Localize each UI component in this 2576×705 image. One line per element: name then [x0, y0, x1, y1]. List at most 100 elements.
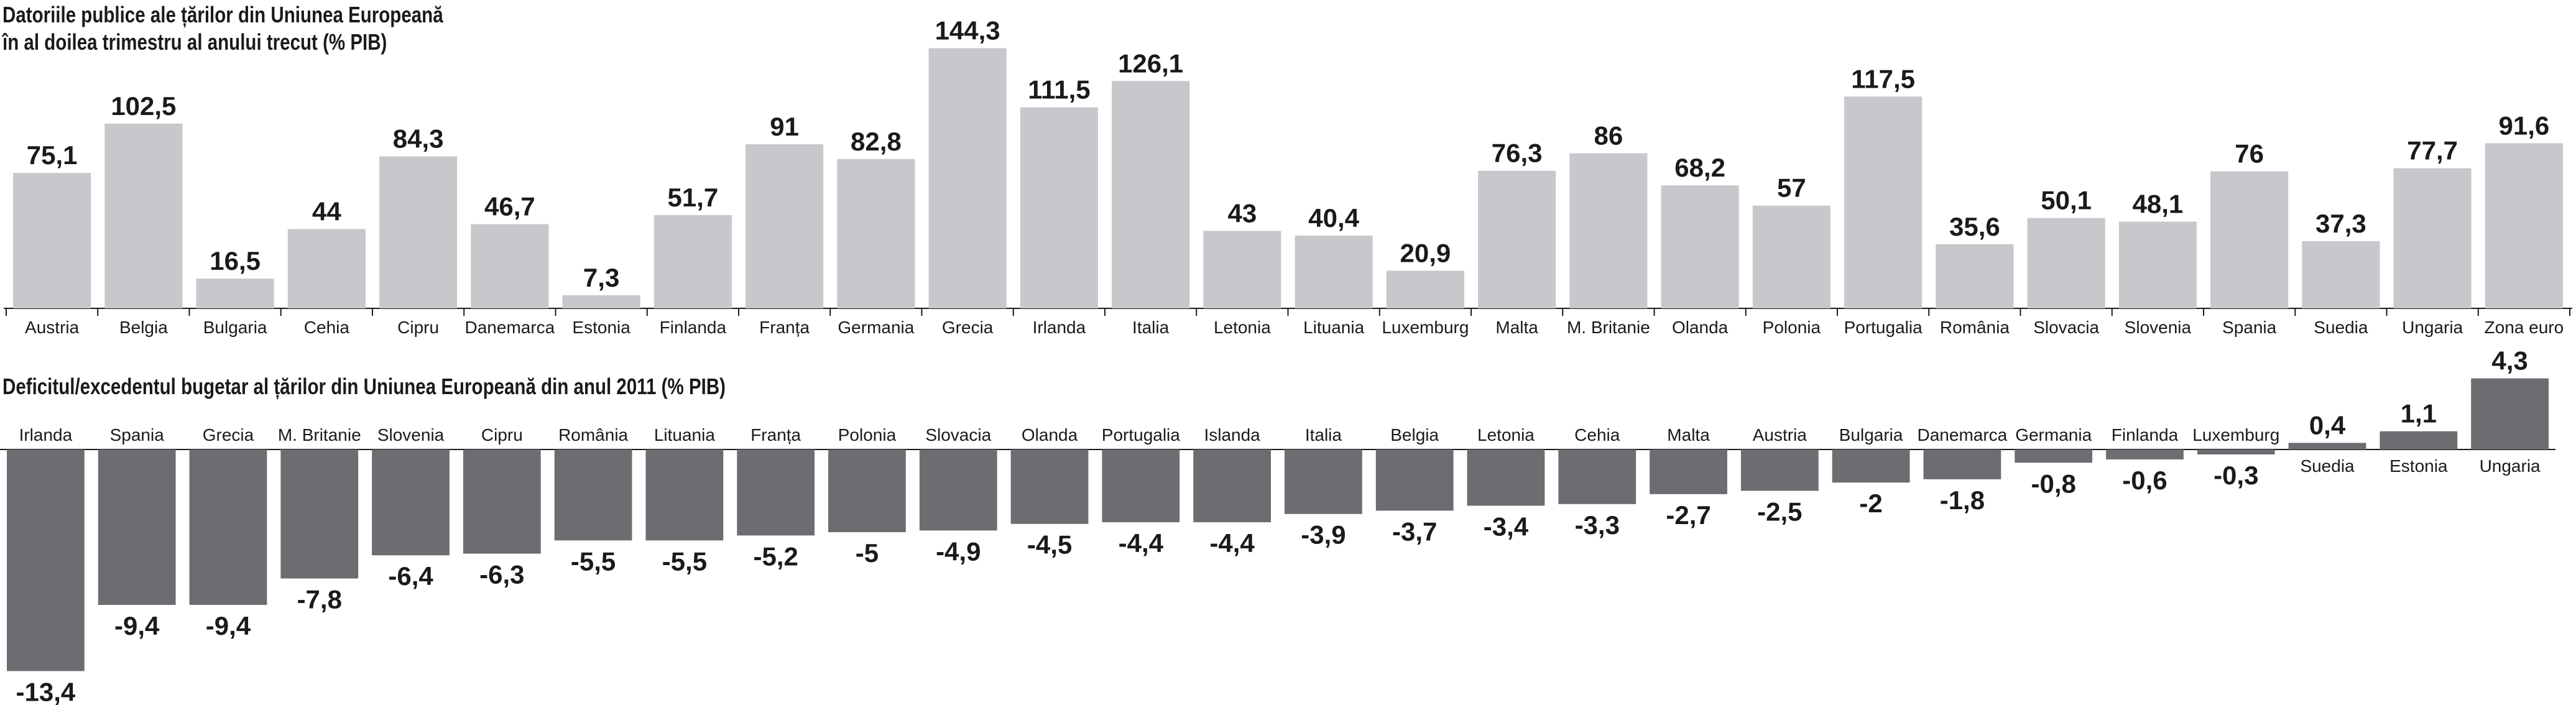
- debt-value-label-portugalia: 117,5: [1851, 64, 1915, 93]
- deficit-bar-romania: [554, 449, 632, 541]
- deficit-value-label-islanda: -4,4: [1209, 528, 1255, 558]
- debt-bar-chart: 75,1 Austria 102,5 Belgia 16,5 Bulgaria 44 Cehi…: [4, 16, 2572, 337]
- deficit-value-label-bulgaria: -2: [1859, 489, 1882, 518]
- debt-value-label-polonia: 57: [1777, 173, 1806, 203]
- deficit-value-label-austria: -2,5: [1757, 497, 1802, 527]
- debt-bar-finlanda: [653, 215, 732, 308]
- deficit-bar-spania: [98, 449, 176, 606]
- deficit-value-label-portugalia: -4,4: [1119, 528, 1164, 558]
- debt-category-label-slovenia: Slovenia: [2125, 318, 2192, 337]
- deficit-bar-letonia: [1467, 449, 1545, 506]
- deficit-category-label-m-britanie: M. Britanie: [278, 425, 361, 445]
- deficit-category-label-polonia: Polonia: [838, 425, 897, 445]
- debt-category-label-belgia: Belgia: [119, 318, 168, 337]
- debt-value-label-suedia: 37,3: [2315, 209, 2366, 238]
- deficit-value-label-letonia: -3,4: [1484, 512, 1529, 541]
- deficit-value-label-estonia: 1,1: [2401, 399, 2437, 428]
- deficit-category-label-austria: Austria: [1753, 425, 1807, 445]
- deficit-value-label-cipru: -6,3: [479, 560, 524, 589]
- debt-value-label-danemarca: 46,7: [484, 192, 535, 221]
- deficit-bar-suedia: [2288, 443, 2366, 449]
- debt-category-label-luxemburg: Luxemburg: [1382, 318, 1469, 337]
- deficit-bar-ungaria: [2471, 378, 2549, 449]
- deficit-value-label-grecia: -9,4: [206, 611, 251, 640]
- deficit-category-label-estonia: Estonia: [2389, 456, 2448, 476]
- debt-value-label-spania: 76: [2235, 139, 2264, 168]
- debt-category-label-cipru: Cipru: [397, 318, 439, 337]
- debt-value-label-lituania: 40,4: [1308, 203, 1359, 233]
- debt-bar-estonia: [562, 295, 640, 308]
- debt-category-label-franta: Franța: [759, 318, 810, 337]
- debt-bar-italia: [1112, 81, 1190, 308]
- deficit-value-label-ungaria: 4,3: [2491, 346, 2528, 376]
- deficit-bar-grecia: [189, 449, 267, 606]
- deficit-bar-bulgaria: [1832, 449, 1910, 483]
- debt-value-label-m-britanie: 86: [1594, 121, 1623, 150]
- debt-category-label-zona-euro: Zona euro: [2485, 318, 2564, 337]
- debt-bar-romania: [1936, 244, 2014, 308]
- debt-bar-cehia: [287, 229, 366, 308]
- debt-bar-grecia: [928, 48, 1007, 308]
- debt-bar-spania: [2210, 171, 2289, 308]
- debt-bar-luxemburg: [1386, 270, 1464, 308]
- deficit-bar-franta: [737, 449, 815, 536]
- debt-category-label-olanda: Olanda: [1672, 318, 1729, 337]
- debt-category-label-ungaria: Ungaria: [2402, 318, 2463, 337]
- debt-value-label-germania: 82,8: [851, 127, 902, 156]
- deficit-chart-title: Deficitul/excedentul bugetar al țărilor …: [2, 374, 726, 399]
- debt-value-label-franta: 91: [770, 112, 799, 141]
- deficit-value-label-polonia: -5: [856, 538, 879, 568]
- deficit-bar-slovacia: [919, 449, 997, 531]
- deficit-bar-luxemburg: [2197, 449, 2275, 454]
- debt-category-label-portugalia: Portugalia: [1844, 318, 1923, 337]
- debt-value-label-slovenia: 48,1: [2133, 190, 2184, 219]
- debt-category-label-polonia: Polonia: [1763, 318, 1821, 337]
- deficit-category-label-bulgaria: Bulgaria: [1839, 425, 1903, 445]
- deficit-bar-portugalia: [1102, 449, 1180, 523]
- debt-value-label-estonia: 7,3: [583, 263, 619, 292]
- debt-bar-austria: [13, 173, 91, 308]
- deficit-value-label-slovenia: -6,4: [388, 561, 433, 591]
- deficit-category-label-irlanda: Irlanda: [19, 425, 73, 445]
- debt-value-label-slovacia: 50,1: [2041, 186, 2092, 215]
- deficit-bar-olanda: [1010, 449, 1089, 524]
- deficit-value-label-franta: -5,2: [753, 541, 798, 571]
- debt-category-label-grecia: Grecia: [942, 318, 994, 337]
- deficit-value-label-luxemburg: -0,3: [2214, 461, 2258, 490]
- deficit-category-label-cipru: Cipru: [481, 425, 523, 445]
- debt-value-label-grecia: 144,3: [935, 16, 1000, 45]
- debt-category-label-germania: Germania: [838, 318, 914, 337]
- deficit-bar-slovenia: [372, 449, 450, 556]
- debt-bar-malta: [1478, 170, 1556, 308]
- deficit-bar-irlanda: [7, 449, 85, 671]
- debt-category-label-lituania: Lituania: [1303, 318, 1365, 337]
- debt-bar-letonia: [1203, 231, 1281, 308]
- debt-category-label-estonia: Estonia: [572, 318, 630, 337]
- debt-chart-title-line2: în al doilea trimestru al anului trecut …: [2, 29, 387, 55]
- deficit-category-label-danemarca: Danemarca: [1918, 425, 2008, 445]
- debt-category-label-slovacia: Slovacia: [2033, 318, 2099, 337]
- deficit-value-label-spania: -9,4: [114, 611, 160, 640]
- debt-bar-germania: [837, 159, 915, 308]
- deficit-category-label-italia: Italia: [1305, 425, 1342, 445]
- deficit-value-label-italia: -3,9: [1301, 520, 1346, 550]
- debt-category-label-romania: România: [1940, 318, 2010, 337]
- debt-bar-slovenia: [2118, 221, 2197, 308]
- deficit-bar-danemarca: [1923, 449, 2001, 479]
- debt-value-label-luxemburg: 20,9: [1400, 238, 1451, 267]
- debt-value-label-cehia: 44: [312, 196, 341, 226]
- debt-value-label-austria: 75,1: [27, 141, 78, 170]
- debt-value-label-italia: 126,1: [1118, 48, 1183, 78]
- debt-bar-danemarca: [471, 224, 549, 308]
- debt-category-label-letonia: Letonia: [1214, 318, 1271, 337]
- debt-category-label-suedia: Suedia: [2314, 318, 2368, 337]
- debt-bar-suedia: [2302, 241, 2380, 308]
- deficit-value-label-cehia: -3,3: [1575, 510, 1620, 540]
- debt-value-label-ungaria: 77,7: [2407, 136, 2458, 165]
- deficit-category-label-grecia: Grecia: [203, 425, 254, 445]
- debt-value-label-olanda: 68,2: [1674, 153, 1725, 182]
- deficit-bar-belgia: [1375, 449, 1454, 511]
- debt-bar-bulgaria: [196, 279, 274, 308]
- deficit-value-label-finlanda: -0,6: [2122, 466, 2167, 495]
- deficit-category-label-letonia: Letonia: [1477, 425, 1535, 445]
